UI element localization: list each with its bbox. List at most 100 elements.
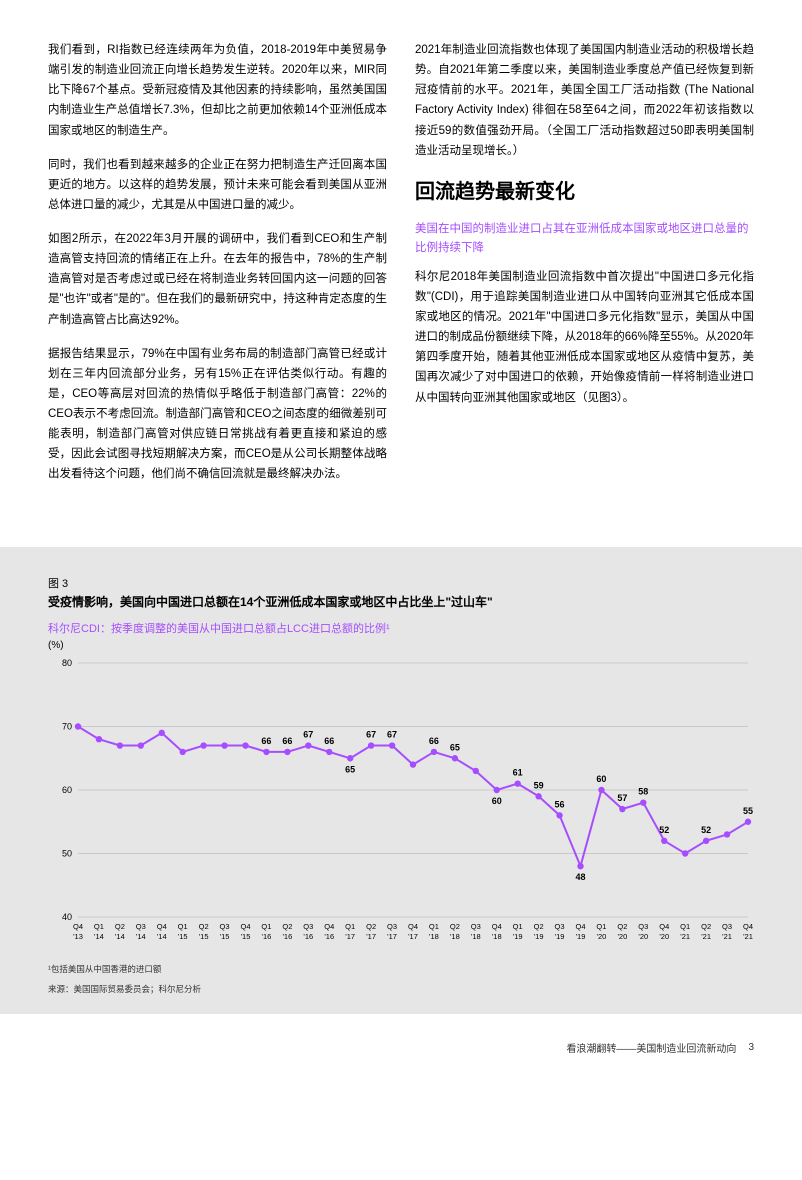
figure-unit: (%) [48, 640, 754, 651]
svg-text:'16: '16 [282, 932, 292, 941]
svg-text:Q1: Q1 [513, 922, 523, 931]
svg-text:66: 66 [324, 735, 334, 745]
para: 2021年制造业回流指数也体现了美国国内制造业活动的积极增长趋势。自2021年第… [415, 40, 754, 161]
svg-text:Q2: Q2 [366, 922, 376, 931]
svg-text:'17: '17 [408, 932, 418, 941]
svg-text:Q1: Q1 [94, 922, 104, 931]
svg-text:56: 56 [555, 799, 565, 809]
svg-text:80: 80 [62, 658, 72, 668]
para: 科尔尼2018年美国制造业回流指数中首次提出"中国进口多元化指数"(CDI)，用… [415, 267, 754, 408]
svg-text:Q2: Q2 [115, 922, 125, 931]
svg-text:'16: '16 [324, 932, 334, 941]
svg-text:65: 65 [450, 742, 460, 752]
svg-text:'19: '19 [576, 932, 586, 941]
svg-text:'15: '15 [199, 932, 209, 941]
svg-text:'18: '18 [450, 932, 460, 941]
svg-text:Q3: Q3 [722, 922, 732, 931]
svg-text:Q2: Q2 [534, 922, 544, 931]
svg-text:66: 66 [261, 735, 271, 745]
svg-text:'19: '19 [513, 932, 523, 941]
svg-text:'20: '20 [659, 932, 669, 941]
svg-text:Q1: Q1 [680, 922, 690, 931]
svg-text:Q3: Q3 [220, 922, 230, 931]
figure-footnote: ¹包括美国从中国香港的进口额 [48, 963, 754, 976]
svg-text:52: 52 [701, 824, 711, 834]
svg-text:'19: '19 [534, 932, 544, 941]
para: 如图2所示，在2022年3月开展的调研中，我们看到CEO和生产制造高管支持回流的… [48, 229, 387, 330]
svg-text:67: 67 [366, 729, 376, 739]
svg-text:57: 57 [617, 793, 627, 803]
svg-text:'18: '18 [492, 932, 502, 941]
svg-text:'21: '21 [701, 932, 711, 941]
svg-text:'14: '14 [115, 932, 125, 941]
svg-text:Q4: Q4 [492, 922, 502, 931]
svg-text:60: 60 [62, 785, 72, 795]
svg-text:66: 66 [282, 735, 292, 745]
svg-text:Q4: Q4 [157, 922, 167, 931]
para: 我们看到，RI指数已经连续两年为负值，2018-2019年中美贸易争端引发的制造… [48, 40, 387, 141]
svg-text:Q3: Q3 [303, 922, 313, 931]
svg-text:'20: '20 [597, 932, 607, 941]
svg-text:Q4: Q4 [743, 922, 753, 931]
svg-text:Q1: Q1 [596, 922, 606, 931]
svg-text:67: 67 [387, 729, 397, 739]
svg-text:'21: '21 [680, 932, 690, 941]
svg-text:'21: '21 [743, 932, 753, 941]
svg-text:Q4: Q4 [240, 922, 250, 931]
svg-text:65: 65 [345, 764, 355, 774]
svg-text:Q4: Q4 [73, 922, 83, 931]
svg-text:Q4: Q4 [408, 922, 418, 931]
svg-text:Q3: Q3 [387, 922, 397, 931]
svg-text:59: 59 [534, 780, 544, 790]
svg-text:'16: '16 [262, 932, 272, 941]
svg-text:'17: '17 [366, 932, 376, 941]
svg-text:Q2: Q2 [701, 922, 711, 931]
svg-text:40: 40 [62, 912, 72, 922]
svg-text:Q1: Q1 [261, 922, 271, 931]
svg-text:'20: '20 [617, 932, 627, 941]
svg-text:70: 70 [62, 721, 72, 731]
svg-text:'17: '17 [387, 932, 397, 941]
svg-text:'15: '15 [178, 932, 188, 941]
svg-text:Q4: Q4 [659, 922, 669, 931]
svg-text:'19: '19 [555, 932, 565, 941]
svg-text:'16: '16 [303, 932, 313, 941]
svg-text:'13: '13 [73, 932, 83, 941]
left-column: 我们看到，RI指数已经连续两年为负值，2018-2019年中美贸易争端引发的制造… [48, 40, 387, 499]
line-chart: 4050607080666667666567676665606159564860… [48, 655, 754, 955]
para: 同时，我们也看到越来越多的企业正在努力把制造生产迁回离本国更近的地方。以这样的趋… [48, 155, 387, 215]
svg-text:55: 55 [743, 805, 753, 815]
section-heading: 回流趋势最新变化 [415, 175, 754, 210]
svg-text:48: 48 [575, 872, 585, 882]
figure-3: 图 3 受疫情影响，美国向中国进口总额在14个亚洲低成本国家或地区中占比坐上"过… [0, 547, 802, 1015]
chart-canvas: 4050607080666667666567676665606159564860… [48, 655, 754, 955]
svg-text:Q1: Q1 [178, 922, 188, 931]
svg-text:'21: '21 [722, 932, 732, 941]
svg-text:Q3: Q3 [638, 922, 648, 931]
svg-text:60: 60 [492, 796, 502, 806]
svg-text:Q2: Q2 [617, 922, 627, 931]
para: 据报告结果显示，79%在中国有业务布局的制造部门高管已经或计划在三年内回流部分业… [48, 344, 387, 485]
svg-text:58: 58 [638, 786, 648, 796]
right-column: 2021年制造业回流指数也体现了美国国内制造业活动的积极增长趋势。自2021年第… [415, 40, 754, 499]
svg-text:'15: '15 [220, 932, 230, 941]
page-footer: 看浪潮翻转——美国制造业回流新动向 3 [0, 1014, 802, 1073]
svg-text:'15: '15 [241, 932, 251, 941]
svg-text:50: 50 [62, 848, 72, 858]
svg-text:60: 60 [596, 774, 606, 784]
svg-text:Q3: Q3 [136, 922, 146, 931]
svg-text:Q4: Q4 [575, 922, 585, 931]
figure-source: 来源：美国国际贸易委员会；科尔尼分析 [48, 983, 754, 996]
svg-text:'18: '18 [471, 932, 481, 941]
svg-text:Q2: Q2 [450, 922, 460, 931]
svg-text:Q1: Q1 [345, 922, 355, 931]
svg-text:'20: '20 [638, 932, 648, 941]
svg-text:'14: '14 [157, 932, 167, 941]
svg-text:Q3: Q3 [471, 922, 481, 931]
svg-text:'18: '18 [429, 932, 439, 941]
section-subhead: 美国在中国的制造业进口占其在亚洲低成本国家或地区进口总量的比例持续下降 [415, 220, 754, 259]
svg-text:'14: '14 [94, 932, 104, 941]
svg-text:66: 66 [429, 735, 439, 745]
svg-text:Q2: Q2 [282, 922, 292, 931]
svg-text:Q3: Q3 [555, 922, 565, 931]
